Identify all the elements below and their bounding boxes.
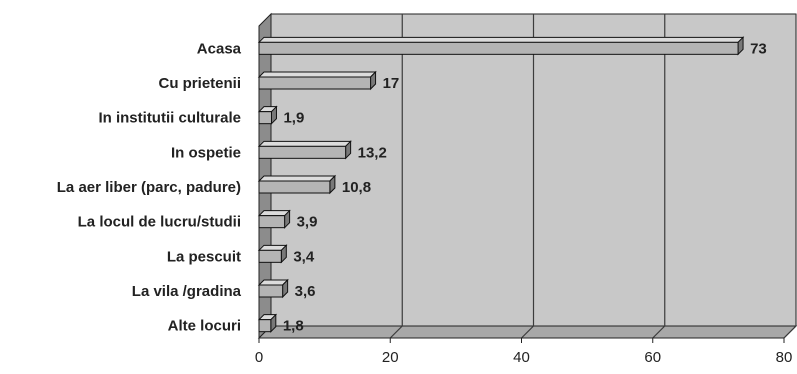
- bar-8: [257, 278, 289, 299]
- value-label: 3,6: [295, 283, 316, 300]
- category-label: In ospetie: [171, 144, 241, 161]
- value-label: 3,9: [297, 214, 318, 231]
- bar-9: [257, 313, 278, 333]
- x-axis: 0 20 40 60 80: [255, 337, 793, 366]
- value-label: 3,4: [293, 248, 315, 265]
- category-label: La vila /gradina: [132, 283, 242, 300]
- x-tick-label: 80: [776, 349, 793, 366]
- category-label: La pescuit: [167, 248, 241, 265]
- bar-front: [258, 180, 331, 194]
- x-tick-label: 40: [513, 349, 530, 366]
- bar-3: [257, 105, 278, 125]
- bar-4: [257, 140, 352, 160]
- category-labels: Acasa Cu prietenii In institutii culturale…: [57, 40, 242, 334]
- bar-7: [257, 244, 288, 264]
- bar-2: [257, 70, 377, 91]
- bar-front: [258, 111, 272, 125]
- bar-front: [258, 319, 272, 333]
- bar-front: [258, 145, 347, 159]
- value-label: 17: [383, 75, 400, 92]
- bar-front: [258, 215, 286, 229]
- bar-top: [257, 175, 337, 182]
- gridline-floor: [521, 325, 534, 339]
- bar-top: [257, 36, 745, 43]
- x-tick-label: 60: [644, 349, 661, 366]
- category-label: La aer liber (parc, padure): [57, 179, 241, 196]
- value-label: 1,8: [283, 318, 304, 335]
- value-label: 73: [750, 40, 767, 57]
- bars: [257, 36, 745, 333]
- category-label: La locul de lucru/studii: [78, 214, 241, 231]
- gridline-floor: [652, 325, 666, 339]
- gridline-floor: [389, 325, 403, 339]
- bar-front: [258, 284, 284, 298]
- value-label: 13,2: [358, 144, 387, 161]
- category-label: Cu prietenii: [158, 75, 241, 92]
- bar-top: [257, 71, 377, 78]
- bar-6: [257, 209, 291, 229]
- bar-front: [258, 76, 372, 90]
- value-labels: 73 17 1,9 13,2 10,8 3,9 3,4 3,6 1,8: [283, 40, 767, 334]
- x-tick-label: 20: [382, 349, 399, 366]
- category-label: Acasa: [197, 40, 242, 57]
- category-label: Alte locuri: [168, 318, 241, 335]
- bar-5: [257, 174, 337, 195]
- category-label: In institutii culturale: [98, 110, 241, 127]
- bar-front: [258, 41, 739, 55]
- bar-front: [258, 249, 282, 263]
- plot-area: [257, 12, 797, 340]
- value-label: 10,8: [342, 179, 371, 196]
- bar-top: [257, 140, 352, 147]
- value-label: 1,9: [283, 110, 304, 127]
- bar-1: [257, 36, 745, 56]
- gridline-floor: [783, 325, 797, 339]
- x-tick-label: 0: [255, 349, 263, 366]
